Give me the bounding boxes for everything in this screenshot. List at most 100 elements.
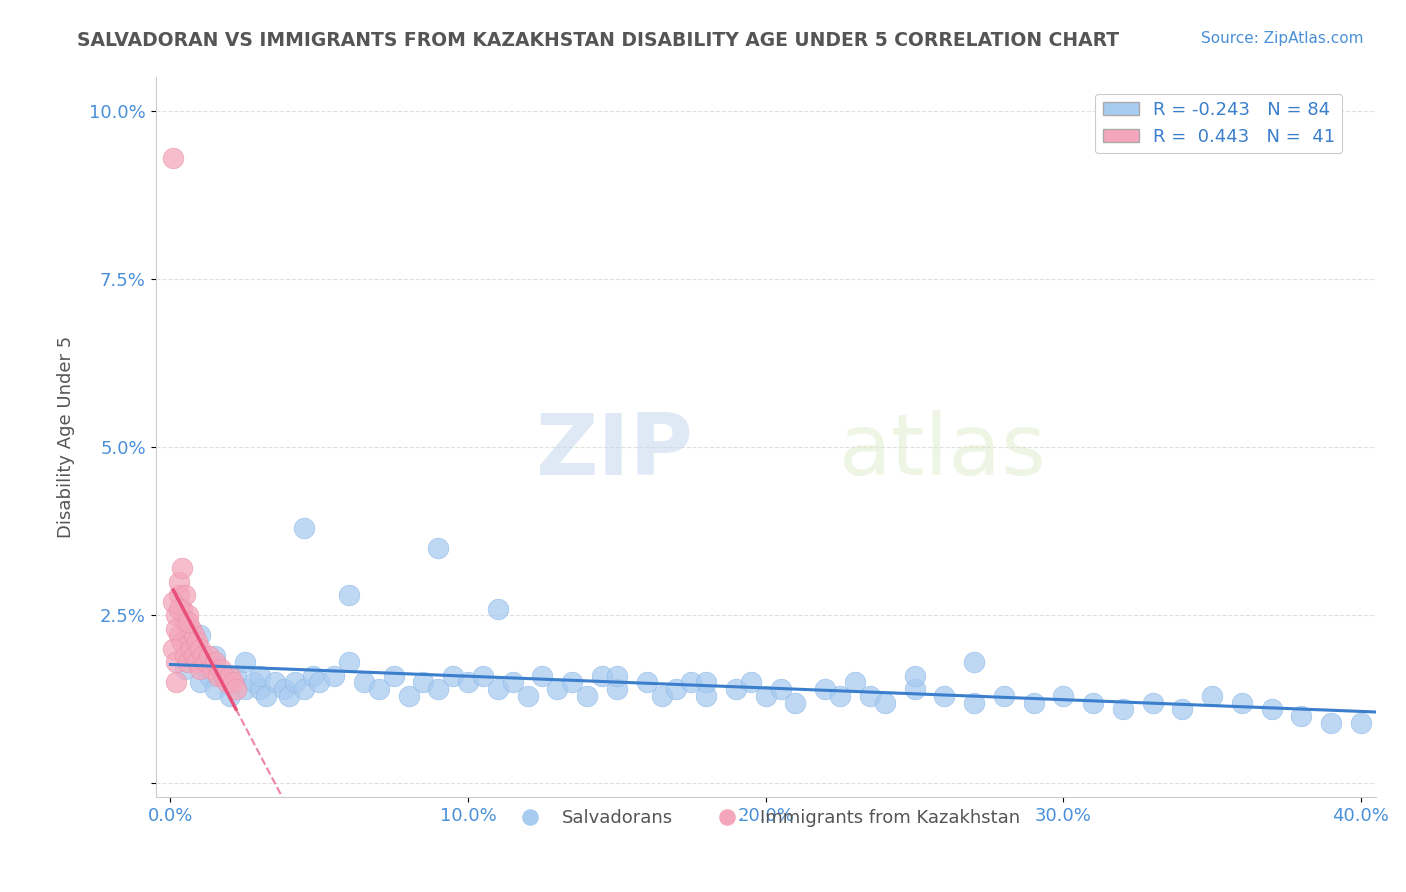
- Point: [195, 656, 218, 670]
- Point: [903, 682, 925, 697]
- Point: [353, 675, 375, 690]
- Point: [367, 682, 389, 697]
- Point: [183, 628, 205, 642]
- Text: ZIP: ZIP: [534, 410, 693, 493]
- Point: [636, 675, 658, 690]
- Point: [183, 648, 205, 663]
- Point: [219, 675, 242, 690]
- Point: [606, 682, 628, 697]
- Text: Source: ZipAtlas.com: Source: ZipAtlas.com: [1201, 31, 1364, 46]
- Point: [1142, 696, 1164, 710]
- Y-axis label: Disability Age Under 5: Disability Age Under 5: [58, 336, 75, 538]
- Point: [249, 669, 271, 683]
- Point: [1260, 702, 1282, 716]
- Point: [695, 689, 717, 703]
- Point: [165, 656, 187, 670]
- Point: [204, 648, 226, 663]
- Point: [785, 696, 807, 710]
- Point: [215, 675, 238, 690]
- Point: [273, 682, 295, 697]
- Point: [681, 675, 703, 690]
- Point: [162, 151, 184, 165]
- Point: [222, 675, 245, 690]
- Point: [1350, 715, 1372, 730]
- Point: [209, 662, 232, 676]
- Point: [1291, 709, 1313, 723]
- Point: [844, 675, 866, 690]
- Point: [172, 601, 194, 615]
- Point: [207, 669, 229, 683]
- Point: [169, 628, 191, 642]
- Point: [302, 669, 325, 683]
- Point: [254, 689, 277, 703]
- Point: [242, 675, 264, 690]
- Point: [903, 669, 925, 683]
- Point: [1022, 696, 1045, 710]
- Point: [204, 656, 226, 670]
- Point: [755, 689, 778, 703]
- Point: [169, 574, 191, 589]
- Point: [441, 669, 464, 683]
- Point: [1112, 702, 1135, 716]
- Point: [186, 635, 208, 649]
- Point: [457, 675, 479, 690]
- Point: [219, 669, 242, 683]
- Point: [292, 521, 315, 535]
- Point: [165, 622, 187, 636]
- Point: [1230, 696, 1253, 710]
- Point: [591, 669, 613, 683]
- Point: [212, 669, 235, 683]
- Point: [278, 689, 301, 703]
- Point: [188, 641, 211, 656]
- Point: [177, 608, 200, 623]
- Point: [177, 656, 200, 670]
- Point: [695, 675, 717, 690]
- Point: [471, 669, 494, 683]
- Point: [180, 641, 202, 656]
- Point: [188, 662, 211, 676]
- Point: [337, 656, 360, 670]
- Point: [212, 669, 235, 683]
- Point: [177, 628, 200, 642]
- Point: [201, 662, 224, 676]
- Point: [180, 622, 202, 636]
- Point: [993, 689, 1015, 703]
- Point: [188, 675, 211, 690]
- Point: [769, 682, 792, 697]
- Point: [606, 669, 628, 683]
- Point: [186, 656, 208, 670]
- Point: [233, 682, 256, 697]
- Point: [195, 656, 218, 670]
- Point: [486, 682, 509, 697]
- Point: [198, 669, 221, 683]
- Point: [204, 682, 226, 697]
- Point: [284, 675, 307, 690]
- Point: [198, 648, 221, 663]
- Point: [516, 689, 538, 703]
- Point: [172, 635, 194, 649]
- Point: [337, 588, 360, 602]
- Point: [188, 628, 211, 642]
- Point: [162, 641, 184, 656]
- Point: [740, 675, 762, 690]
- Point: [172, 561, 194, 575]
- Point: [576, 689, 599, 703]
- Point: [191, 648, 214, 663]
- Text: SALVADORAN VS IMMIGRANTS FROM KAZAKHSTAN DISABILITY AGE UNDER 5 CORRELATION CHAR: SALVADORAN VS IMMIGRANTS FROM KAZAKHSTAN…: [77, 31, 1119, 50]
- Point: [162, 595, 184, 609]
- Point: [651, 689, 673, 703]
- Point: [412, 675, 434, 690]
- Point: [174, 615, 197, 629]
- Point: [1171, 702, 1194, 716]
- Point: [561, 675, 583, 690]
- Point: [225, 682, 247, 697]
- Point: [169, 601, 191, 615]
- Point: [292, 682, 315, 697]
- Point: [1052, 689, 1074, 703]
- Point: [531, 669, 554, 683]
- Point: [427, 682, 450, 697]
- Point: [665, 682, 688, 697]
- Point: [486, 601, 509, 615]
- Legend: Salvadorans, Immigrants from Kazakhstan: Salvadorans, Immigrants from Kazakhstan: [505, 802, 1028, 835]
- Point: [174, 588, 197, 602]
